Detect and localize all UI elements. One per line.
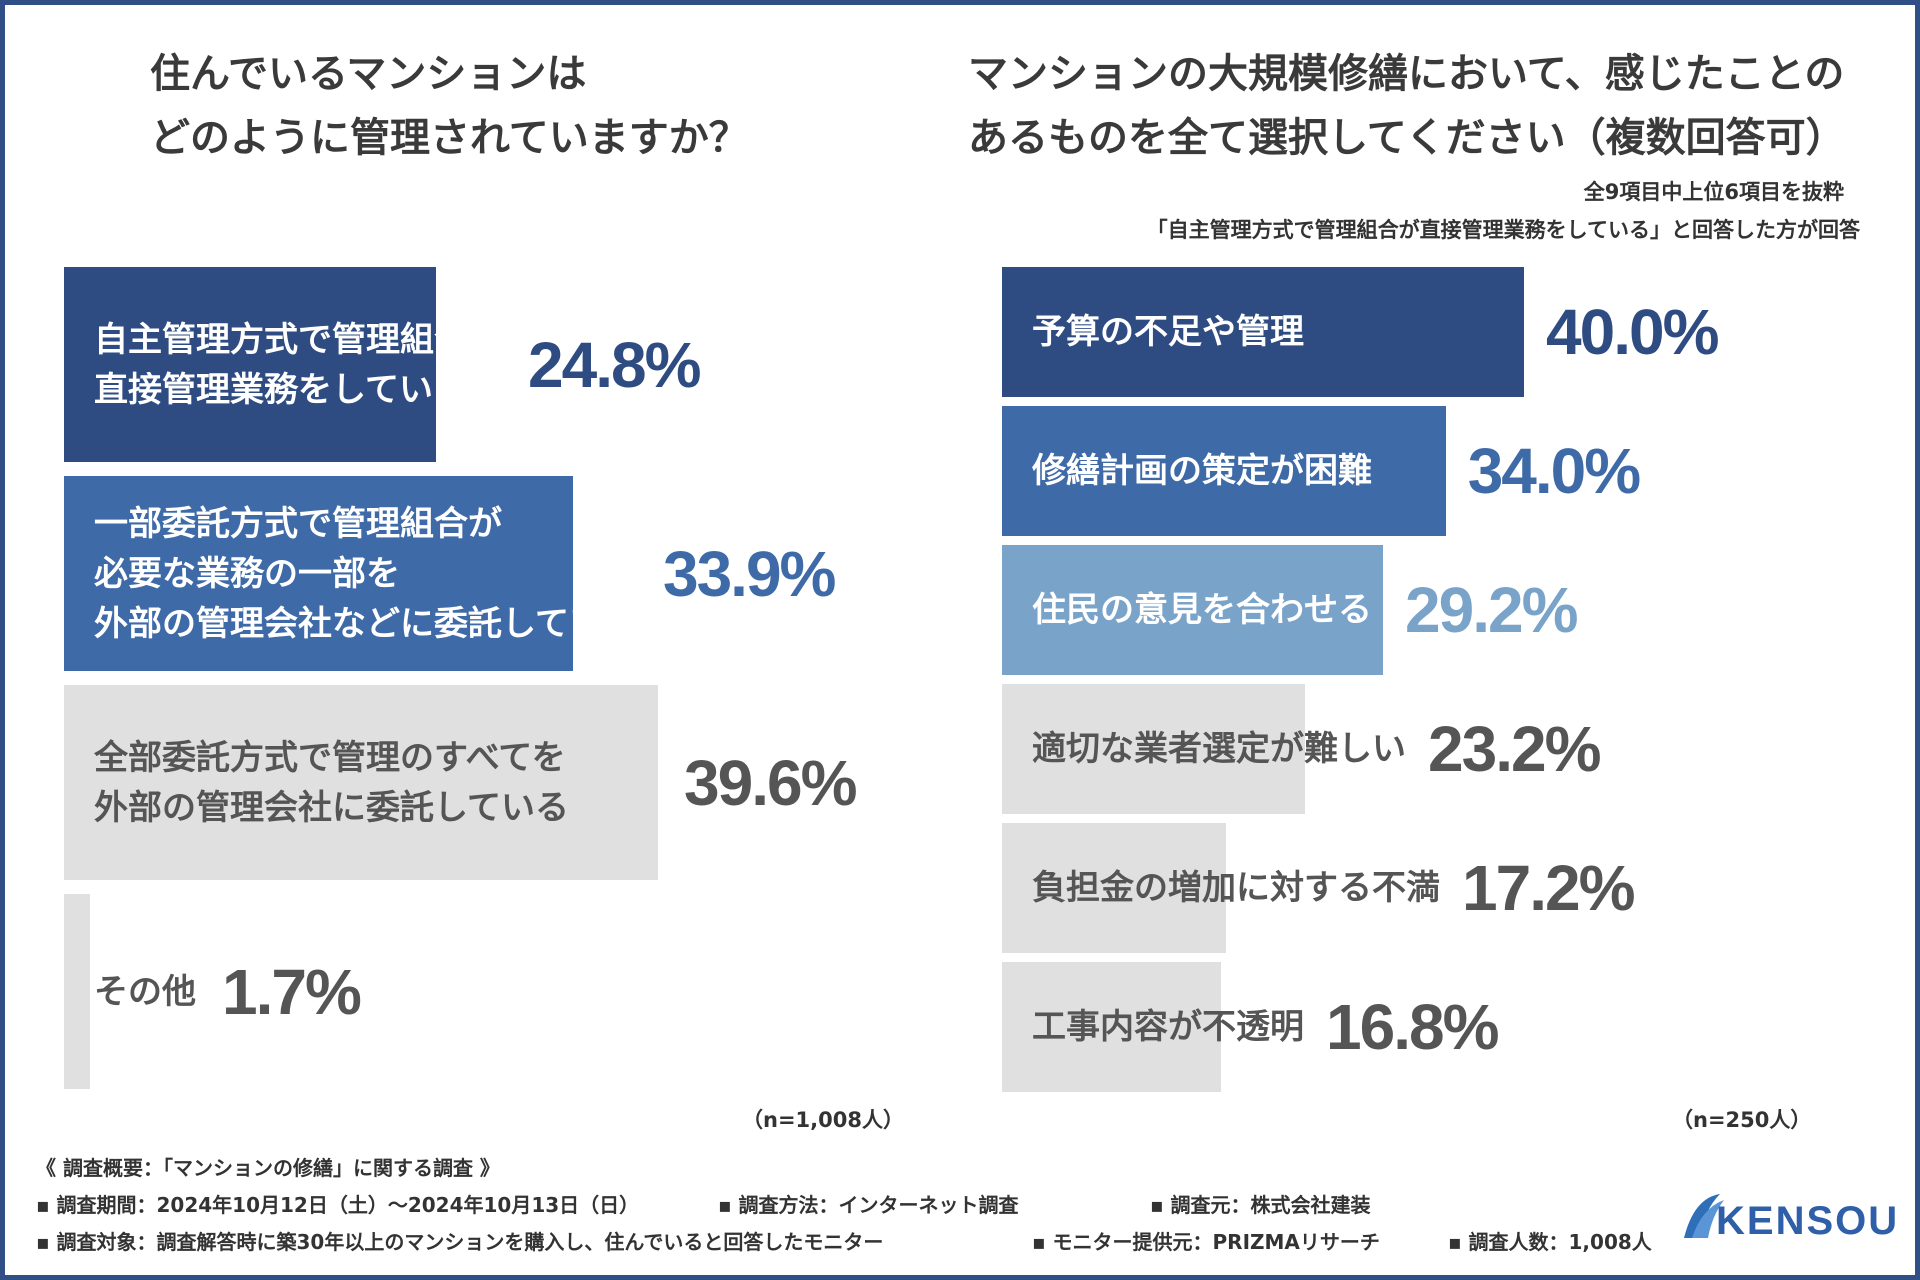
- right-bar-4: [1002, 684, 1305, 814]
- footer-method: ▪ 調査方法：インターネット調査: [718, 1193, 1019, 1217]
- left-bar-1: [64, 267, 436, 462]
- right-value-label-2: 34.0%: [1467, 435, 1641, 507]
- right-value-label-6: 16.8%: [1326, 991, 1499, 1063]
- left-category-label-2: 一部委託方式で管理組合が 必要な業務の一部を外部の管理会社などに委託している: [94, 499, 637, 649]
- left-category-label-3: 全部委託方式で管理のすべてを 外部の管理会社に委託している: [94, 733, 569, 833]
- right-value-label-5: 17.2%: [1462, 852, 1635, 924]
- left-bar-2: [64, 476, 573, 671]
- right-category-line: 修繕計画の策定が困難: [1032, 451, 1372, 491]
- right-value-label-3: 29.2%: [1405, 574, 1578, 646]
- footer-heading: 《 調査概要：「マンションの修繕」に関する調査 》: [36, 1156, 500, 1180]
- right-category-label-5: 負担金の増加に対する不満: [1032, 863, 1440, 913]
- right-sample-size: （n=250人）: [1672, 1108, 1812, 1132]
- logo-text: KENSOU: [1716, 1199, 1899, 1243]
- left-value-label-2: 33.9%: [662, 537, 836, 610]
- left-value-label-3: 39.6%: [684, 746, 857, 819]
- logo-mark-accent-icon: [1692, 1200, 1724, 1238]
- left-category-line: 一部委託方式で管理組合が: [94, 503, 502, 544]
- footer-target: ▪ 調査対象：調査解答時に築30年以上のマンションを購入し、住んでいると回答した…: [36, 1230, 884, 1254]
- right-category-label-6: 工事内容が不透明: [1032, 1002, 1304, 1052]
- right-bar-2: [1002, 406, 1446, 536]
- left-category-line: 外部の管理会社に委託している: [94, 787, 569, 828]
- right-bar-6: [1002, 962, 1222, 1092]
- right-title-line-2: あるものを全て選択してください（複数回答可）: [968, 115, 1846, 161]
- footer-count: ▪ 調査人数：1,008人: [1448, 1230, 1652, 1254]
- right-value-label-4: 23.2%: [1428, 713, 1601, 785]
- left-category-line: その他: [94, 971, 196, 1012]
- left-category-line: 外部の管理会社などに委託している: [94, 603, 637, 644]
- right-bar-3: [1002, 545, 1384, 675]
- right-chart-note-2: 「自主管理方式で管理組合が直接管理業務をしている」と回答した方が回答: [1146, 218, 1860, 242]
- left-value-label-1: 24.8%: [528, 328, 701, 401]
- right-category-line: 適切な業者選定が難しい: [1032, 729, 1406, 769]
- left-title-line-2: どのように管理されていますか？: [150, 115, 749, 161]
- footer-source: ▪ 調査元：株式会社建装: [1150, 1193, 1371, 1217]
- right-value-label-1: 40.0%: [1546, 296, 1719, 368]
- left-category-label-4: その他: [94, 967, 196, 1017]
- right-bar-1: [1002, 267, 1524, 397]
- left-category-line: 直接管理業務をしている: [94, 369, 467, 410]
- right-category-line: 予算の不足や管理: [1032, 312, 1304, 352]
- left-chart-title: 住んでいるマンションは どのように管理されていますか？: [150, 42, 749, 170]
- footer-provider: ▪ モニター提供元：PRIZMAリサーチ: [1032, 1230, 1380, 1254]
- right-category-label-3: 住民の意見を合わせる: [1032, 585, 1372, 635]
- right-chart-note-1: 全9項目中上位6項目を抜粋: [1583, 180, 1844, 204]
- right-category-line: 工事内容が不透明: [1032, 1007, 1304, 1047]
- left-value-label-4: 1.7%: [222, 955, 362, 1028]
- left-category-line: 必要な業務の一部を: [94, 553, 400, 594]
- right-category-line: 住民の意見を合わせる: [1032, 590, 1372, 630]
- left-title-line-1: 住んでいるマンションは: [150, 51, 587, 97]
- right-bar-5: [1002, 823, 1227, 953]
- right-category-line: 負担金の増加に対する不満: [1032, 868, 1440, 908]
- left-bar-3: [64, 685, 658, 880]
- logo-mark-icon: [1684, 1194, 1720, 1238]
- right-category-label-1: 予算の不足や管理: [1032, 307, 1304, 357]
- kensou-logo: KENSOU: [1684, 1194, 1899, 1243]
- footer-period: ▪ 調査期間：2024年10月12日（土）～2024年10月13日（日）: [36, 1193, 640, 1217]
- right-chart-title: マンションの大規模修繕において、感じたことの あるものを全て選択してください（複…: [968, 42, 1846, 170]
- left-category-line: 自主管理方式で管理組合が: [94, 319, 502, 360]
- right-category-label-4: 適切な業者選定が難しい: [1032, 724, 1406, 774]
- right-title-line-1: マンションの大規模修繕において、感じたことの: [968, 51, 1845, 97]
- left-sample-size: （n=1,008人）: [742, 1108, 904, 1132]
- right-category-label-2: 修繕計画の策定が困難: [1032, 446, 1372, 496]
- left-bar-4: [64, 894, 90, 1089]
- left-category-label-1: 自主管理方式で管理組合が 直接管理業務をしている: [94, 315, 502, 415]
- left-category-line: 全部委託方式で管理のすべてを: [94, 737, 566, 778]
